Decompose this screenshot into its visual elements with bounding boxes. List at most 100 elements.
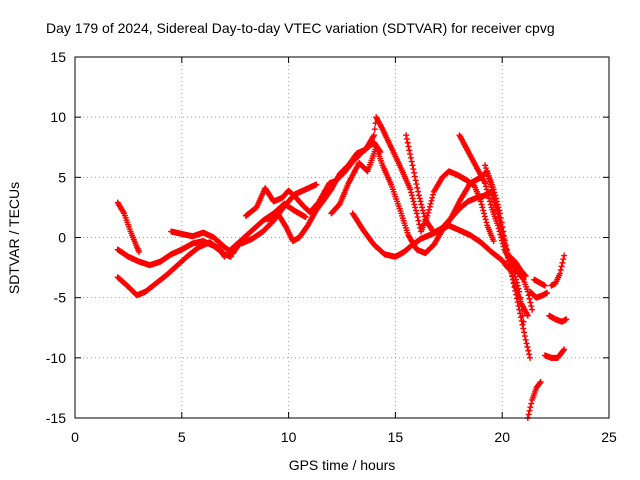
y-tick-label: 15 bbox=[50, 49, 66, 65]
series-track-n bbox=[505, 252, 529, 280]
data-point bbox=[506, 261, 513, 268]
series-track-l bbox=[456, 132, 536, 313]
data-point bbox=[511, 279, 518, 286]
data-point bbox=[412, 177, 419, 184]
data-point bbox=[429, 194, 436, 201]
x-tick-label: 10 bbox=[281, 429, 297, 445]
data-point bbox=[430, 191, 437, 198]
data-point bbox=[527, 299, 534, 306]
data-point bbox=[479, 204, 486, 211]
data-point bbox=[427, 200, 434, 207]
data-point bbox=[403, 132, 410, 139]
data-point bbox=[486, 195, 493, 202]
data-point bbox=[412, 207, 419, 214]
data-point bbox=[525, 411, 532, 418]
data-point bbox=[410, 166, 417, 173]
data-point bbox=[497, 221, 504, 228]
data-point bbox=[503, 247, 510, 254]
series-track-o bbox=[524, 378, 544, 421]
data-point bbox=[485, 192, 492, 199]
data-points bbox=[114, 114, 570, 421]
chart-title: Day 179 of 2024, Sidereal Day-to-day VTE… bbox=[46, 20, 555, 36]
data-point bbox=[505, 258, 512, 265]
data-point bbox=[494, 210, 501, 217]
series-track-t bbox=[548, 252, 568, 289]
data-point bbox=[519, 321, 526, 328]
y-tick-label: -5 bbox=[54, 290, 67, 306]
data-point bbox=[478, 201, 485, 208]
data-point bbox=[487, 201, 494, 208]
data-point bbox=[414, 184, 421, 191]
data-point bbox=[408, 192, 415, 199]
data-point bbox=[483, 219, 490, 226]
series-track-a bbox=[114, 199, 143, 255]
data-point bbox=[488, 184, 495, 191]
data-point bbox=[221, 253, 228, 260]
data-point bbox=[537, 378, 544, 385]
data-point bbox=[413, 210, 420, 217]
data-point bbox=[416, 195, 423, 202]
data-point bbox=[302, 214, 309, 221]
data-point bbox=[413, 181, 420, 188]
data-point bbox=[491, 195, 498, 202]
data-point bbox=[408, 158, 415, 165]
data-point bbox=[509, 273, 516, 280]
x-tick-label: 20 bbox=[494, 429, 510, 445]
data-point bbox=[560, 347, 567, 354]
data-point bbox=[412, 204, 419, 211]
data-point bbox=[409, 195, 416, 202]
data-point bbox=[426, 203, 433, 210]
data-point bbox=[521, 333, 528, 340]
data-point bbox=[502, 243, 509, 250]
data-point bbox=[484, 170, 491, 177]
data-point bbox=[419, 207, 426, 214]
series-track-j bbox=[349, 210, 512, 272]
data-point bbox=[561, 346, 568, 353]
data-point bbox=[483, 186, 490, 193]
data-point bbox=[408, 189, 415, 196]
y-tick-label: 0 bbox=[58, 230, 66, 246]
data-point bbox=[536, 380, 543, 387]
data-point bbox=[524, 344, 531, 351]
data-point bbox=[557, 266, 564, 273]
data-point bbox=[371, 132, 378, 139]
data-point bbox=[415, 217, 422, 224]
data-point bbox=[411, 201, 418, 208]
data-point bbox=[524, 312, 531, 319]
data-point bbox=[486, 198, 493, 205]
x-tick-label: 25 bbox=[601, 429, 617, 445]
data-point bbox=[522, 273, 529, 280]
series-track-q bbox=[526, 288, 551, 301]
data-point bbox=[563, 316, 570, 323]
data-point bbox=[522, 336, 529, 343]
data-point bbox=[493, 203, 500, 210]
data-point bbox=[485, 175, 492, 182]
series-track-m bbox=[482, 162, 531, 319]
data-point bbox=[409, 162, 416, 169]
data-point bbox=[406, 147, 413, 154]
data-point bbox=[560, 256, 567, 263]
x-tick-label: 15 bbox=[388, 429, 404, 445]
data-point bbox=[484, 189, 491, 196]
data-point bbox=[507, 264, 514, 271]
data-point bbox=[418, 201, 425, 208]
data-point bbox=[482, 162, 489, 169]
x-tick-label: 0 bbox=[71, 429, 79, 445]
data-point bbox=[526, 295, 533, 302]
data-point bbox=[526, 354, 533, 361]
x-axis-label: GPS time / hours bbox=[289, 457, 396, 473]
y-tick-label: -15 bbox=[46, 410, 66, 426]
series-track-r bbox=[541, 346, 568, 361]
data-point bbox=[526, 351, 533, 358]
data-point bbox=[498, 224, 505, 231]
data-point bbox=[407, 154, 414, 161]
grid bbox=[75, 57, 609, 418]
data-point bbox=[480, 207, 487, 214]
data-point bbox=[428, 197, 435, 204]
data-point bbox=[499, 228, 506, 235]
data-point bbox=[482, 165, 489, 172]
data-point bbox=[508, 270, 515, 277]
data-point bbox=[510, 276, 517, 283]
series-track-h bbox=[264, 114, 497, 245]
data-point bbox=[494, 206, 501, 213]
